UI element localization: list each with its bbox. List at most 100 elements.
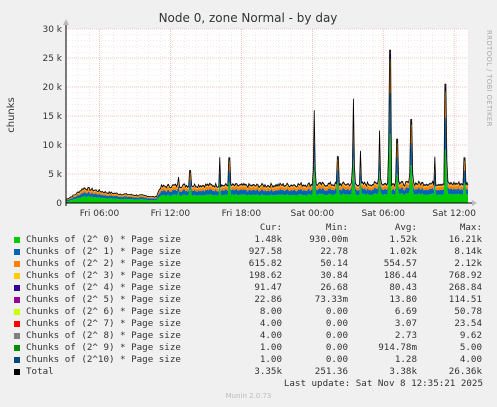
chart-title: Node 0, zone Normal - by day bbox=[159, 11, 338, 25]
legend-name: Chunks of (2^ 2) * Page size bbox=[26, 258, 181, 269]
legend-row: Total 3.35k 251.36 3.38k 26.36k bbox=[12, 366, 494, 378]
legend-swatch bbox=[14, 369, 20, 375]
x-axis-arrow bbox=[472, 200, 477, 206]
legend-max: 50.78 bbox=[454, 306, 482, 317]
legend-max: 8.14k bbox=[454, 246, 482, 257]
legend-name: Chunks of (2^10) * Page size bbox=[26, 354, 181, 365]
legend-name: Total bbox=[26, 366, 54, 377]
legend-max: 768.92 bbox=[448, 270, 482, 281]
legend-min: 50.14 bbox=[320, 258, 348, 269]
legend-min: 26.68 bbox=[320, 282, 348, 293]
axes bbox=[63, 19, 477, 206]
legend-min: 0.00 bbox=[325, 342, 348, 353]
legend-min: 251.36 bbox=[314, 366, 348, 377]
legend-avg: 1.52k bbox=[389, 234, 417, 245]
legend-avg: 80.43 bbox=[389, 282, 417, 293]
chart: Node 0, zone Normal - by day chunks RRDT… bbox=[6, 11, 493, 219]
legend-max: 16.21k bbox=[448, 234, 482, 245]
legend-max: 26.36k bbox=[448, 366, 482, 377]
legend-name: Chunks of (2^ 1) * Page size bbox=[26, 246, 181, 257]
y-axis-label: chunks bbox=[6, 97, 17, 133]
y-tick-label: 5 k bbox=[48, 170, 63, 180]
legend-avg: 1.02k bbox=[389, 246, 417, 257]
legend-cur: 198.62 bbox=[248, 270, 282, 281]
legend-min: 0.00 bbox=[325, 306, 348, 317]
legend-cur: 22.86 bbox=[254, 294, 282, 305]
legend-name: Chunks of (2^ 6) * Page size bbox=[26, 306, 181, 317]
y-tick-label: 20 k bbox=[42, 83, 62, 93]
legend-header-avg: Avg: bbox=[394, 222, 417, 233]
legend-name: Chunks of (2^ 9) * Page size bbox=[26, 342, 181, 353]
last-update: Last update: Sat Nov 8 12:35:21 2025 bbox=[283, 378, 483, 389]
series-area bbox=[66, 92, 468, 202]
legend-header-min: Min: bbox=[325, 222, 348, 233]
y-tick-label: 30 k bbox=[42, 25, 62, 35]
legend-row: Chunks of (2^ 0) * Page size 1.48k 930.00m… bbox=[12, 234, 494, 246]
stacked-areas bbox=[65, 49, 469, 203]
legend-header-cur: Cur: bbox=[259, 222, 282, 233]
legend-swatch bbox=[14, 285, 20, 291]
legend-min: 30.84 bbox=[320, 270, 348, 281]
y-tick-label: 0 bbox=[56, 199, 62, 209]
legend-min: 73.33m bbox=[314, 294, 348, 305]
legend-row: Chunks of (2^ 4) * Page size 91.47 26.68 80… bbox=[12, 282, 494, 294]
legend-name: Chunks of (2^ 7) * Page size bbox=[26, 318, 181, 329]
legend-min: 930.00m bbox=[309, 234, 348, 245]
legend-row: Chunks of (2^ 1) * Page size 927.58 22.78 1… bbox=[12, 246, 494, 258]
legend-swatch bbox=[14, 309, 20, 315]
legend-avg: 6.69 bbox=[394, 306, 417, 317]
legend-avg: 554.57 bbox=[383, 258, 417, 269]
legend-row: Chunks of (2^ 8) * Page size 4.00 0.00 2.73… bbox=[12, 330, 494, 342]
legend-swatch bbox=[14, 357, 20, 363]
legend-max: 4.00 bbox=[459, 354, 482, 365]
legend-cur: 8.00 bbox=[259, 306, 282, 317]
rrdtool-credit: RRDTOOL / TOBI OETIKER bbox=[485, 30, 493, 127]
x-tick-label: Sat 12:00 bbox=[432, 209, 476, 219]
x-tick-label: Fri 06:00 bbox=[80, 209, 120, 219]
legend-header-max: Max: bbox=[459, 222, 482, 233]
legend-min: 0.00 bbox=[325, 354, 348, 365]
legend-min: 0.00 bbox=[325, 330, 348, 341]
legend-row: Chunks of (2^ 2) * Page size 615.82 50.14 5… bbox=[12, 258, 494, 270]
legend-cur: 4.00 bbox=[259, 330, 282, 341]
legend-row: Chunks of (2^10) * Page size 1.00 0.00 1.28… bbox=[12, 354, 494, 366]
legend-swatch bbox=[14, 237, 20, 243]
legend-name: Chunks of (2^ 0) * Page size bbox=[26, 234, 181, 245]
legend-row: Chunks of (2^ 3) * Page size 198.62 30.84 1… bbox=[12, 270, 494, 282]
legend-swatch bbox=[14, 261, 20, 267]
x-tick-label: Fri 18:00 bbox=[222, 209, 262, 219]
legend-cur: 1.00 bbox=[259, 342, 282, 353]
legend-max: 114.51 bbox=[448, 294, 482, 305]
legend-cur: 1.00 bbox=[259, 354, 282, 365]
legend-name: Chunks of (2^ 4) * Page size bbox=[26, 282, 181, 293]
legend-avg: 914.78m bbox=[378, 342, 417, 353]
legend-cur: 4.00 bbox=[259, 318, 282, 329]
x-tick-label: Fri 12:00 bbox=[151, 209, 191, 219]
legend-header: Cur: Min: Avg: Max: bbox=[12, 222, 494, 234]
x-tick-label: Sat 06:00 bbox=[361, 209, 405, 219]
legend-cur: 927.58 bbox=[248, 246, 282, 257]
legend-avg: 3.07 bbox=[394, 318, 417, 329]
legend: Cur: Min: Avg: Max: Chunks of (2^ 0) * P… bbox=[12, 222, 494, 378]
legend-cur: 91.47 bbox=[254, 282, 282, 293]
y-axis-arrow bbox=[63, 19, 69, 25]
legend-min: 22.78 bbox=[320, 246, 348, 257]
x-tick-label: Sat 00:00 bbox=[291, 209, 335, 219]
legend-row: Chunks of (2^ 6) * Page size 8.00 0.00 6.69… bbox=[12, 306, 494, 318]
legend-swatch bbox=[14, 321, 20, 327]
y-tick-label: 10 k bbox=[42, 141, 62, 151]
legend-name: Chunks of (2^ 3) * Page size bbox=[26, 270, 181, 281]
tick-labels: 0 5 k 10 k 15 k 20 k 25 k 30 k Fri 06:00 Fri 12:… bbox=[42, 25, 476, 219]
legend-max: 2.12k bbox=[454, 258, 482, 269]
legend-name: Chunks of (2^ 8) * Page size bbox=[26, 330, 181, 341]
y-tick-label: 15 k bbox=[42, 112, 62, 122]
legend-avg: 3.38k bbox=[389, 366, 417, 377]
series-area bbox=[66, 134, 468, 203]
legend-row: Chunks of (2^ 9) * Page size 1.00 0.00 914.… bbox=[12, 342, 494, 354]
legend-row: Chunks of (2^ 5) * Page size 22.86 73.33m 1… bbox=[12, 294, 494, 306]
legend-max: 5.00 bbox=[459, 342, 482, 353]
legend-avg: 13.80 bbox=[389, 294, 417, 305]
legend-cur: 1.48k bbox=[254, 234, 282, 245]
legend-max: 268.84 bbox=[448, 282, 482, 293]
legend-name: Chunks of (2^ 5) * Page size bbox=[26, 294, 181, 305]
